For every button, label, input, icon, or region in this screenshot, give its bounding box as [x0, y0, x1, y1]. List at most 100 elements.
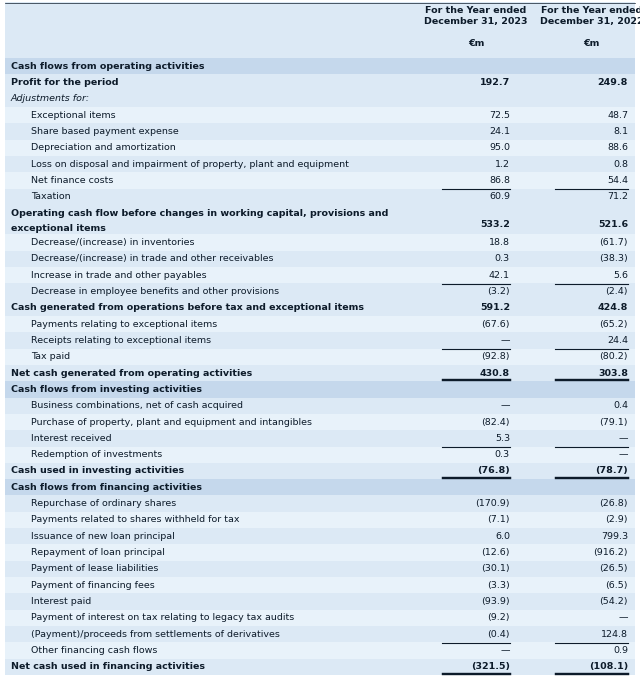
- Text: exceptional items: exceptional items: [11, 224, 106, 233]
- Text: Issuance of new loan principal: Issuance of new loan principal: [31, 531, 175, 541]
- Text: €m: €m: [468, 39, 484, 48]
- Text: (38.3): (38.3): [599, 255, 628, 263]
- Text: Loss on disposal and impairment of property, plant and equipment: Loss on disposal and impairment of prope…: [31, 160, 349, 169]
- Text: Decrease in employee benefits and other provisions: Decrease in employee benefits and other …: [31, 287, 279, 296]
- Text: 5.6: 5.6: [613, 271, 628, 280]
- Text: (0.4): (0.4): [488, 630, 510, 638]
- Text: Interest received: Interest received: [31, 434, 111, 443]
- Text: Depreciation and amortization: Depreciation and amortization: [31, 144, 176, 152]
- Bar: [5, 172, 635, 189]
- Text: 424.8: 424.8: [598, 303, 628, 312]
- Text: 0.4: 0.4: [613, 401, 628, 410]
- Text: 0.3: 0.3: [495, 255, 510, 263]
- Text: (79.1): (79.1): [600, 418, 628, 427]
- Text: Cash flows from investing activities: Cash flows from investing activities: [11, 385, 202, 394]
- Text: 24.4: 24.4: [607, 336, 628, 345]
- Bar: [5, 577, 635, 594]
- Text: Business combinations, net of cash acquired: Business combinations, net of cash acqui…: [31, 401, 243, 410]
- Text: For the Year ended
December 31, 2023: For the Year ended December 31, 2023: [424, 6, 528, 26]
- Text: 124.8: 124.8: [601, 630, 628, 638]
- Bar: [5, 58, 635, 74]
- Text: Operating cash flow before changes in working capital, provisions and: Operating cash flow before changes in wo…: [11, 209, 388, 218]
- Text: 72.5: 72.5: [489, 110, 510, 120]
- Text: 48.7: 48.7: [607, 110, 628, 120]
- Text: Net cash generated from operating activities: Net cash generated from operating activi…: [11, 368, 252, 378]
- Text: Cash generated from operations before tax and exceptional items: Cash generated from operations before ta…: [11, 303, 364, 312]
- Bar: [5, 610, 635, 626]
- Text: Purchase of property, plant and equipment and intangibles: Purchase of property, plant and equipmen…: [31, 418, 312, 427]
- Bar: [5, 479, 635, 496]
- Text: Payment of lease liabilities: Payment of lease liabilities: [31, 565, 158, 573]
- Text: Payment of financing fees: Payment of financing fees: [31, 581, 155, 590]
- Bar: [5, 659, 635, 675]
- Text: (Payment)/proceeds from settlements of derivatives: (Payment)/proceeds from settlements of d…: [31, 630, 280, 638]
- Bar: [5, 594, 635, 610]
- Text: (82.4): (82.4): [481, 418, 510, 427]
- Text: (61.7): (61.7): [600, 238, 628, 247]
- Text: 1.2: 1.2: [495, 160, 510, 169]
- Text: (108.1): (108.1): [589, 662, 628, 672]
- Text: Payments related to shares withheld for tax: Payments related to shares withheld for …: [31, 515, 239, 525]
- Text: 8.1: 8.1: [613, 127, 628, 136]
- Bar: [5, 561, 635, 577]
- Text: 0.3: 0.3: [495, 450, 510, 459]
- Bar: [5, 234, 635, 250]
- Text: (78.7): (78.7): [595, 466, 628, 475]
- Text: 71.2: 71.2: [607, 192, 628, 201]
- Bar: [5, 267, 635, 283]
- Text: 24.1: 24.1: [489, 127, 510, 136]
- Text: (80.2): (80.2): [600, 352, 628, 362]
- Text: 54.4: 54.4: [607, 176, 628, 185]
- Bar: [5, 381, 635, 397]
- Text: 0.8: 0.8: [613, 160, 628, 169]
- Text: —: —: [618, 434, 628, 443]
- Text: (2.9): (2.9): [605, 515, 628, 525]
- Text: (76.8): (76.8): [477, 466, 510, 475]
- Text: 591.2: 591.2: [480, 303, 510, 312]
- Text: Other financing cash flows: Other financing cash flows: [31, 646, 157, 655]
- Bar: [5, 642, 635, 659]
- Text: (92.8): (92.8): [481, 352, 510, 362]
- Text: (3.2): (3.2): [488, 287, 510, 296]
- Bar: [5, 463, 635, 479]
- Text: 430.8: 430.8: [480, 368, 510, 378]
- Text: Profit for the period: Profit for the period: [11, 78, 118, 87]
- Bar: [5, 512, 635, 528]
- Text: —: —: [500, 336, 510, 345]
- Text: Net finance costs: Net finance costs: [31, 176, 113, 185]
- Text: Repurchase of ordinary shares: Repurchase of ordinary shares: [31, 499, 176, 508]
- Bar: [5, 156, 635, 172]
- Text: 799.3: 799.3: [601, 531, 628, 541]
- Text: (93.9): (93.9): [481, 597, 510, 606]
- Text: (7.1): (7.1): [488, 515, 510, 525]
- Bar: [5, 397, 635, 414]
- Bar: [5, 316, 635, 332]
- Text: Cash used in investing activities: Cash used in investing activities: [11, 466, 184, 475]
- Text: (321.5): (321.5): [471, 662, 510, 672]
- Bar: [5, 107, 635, 123]
- Text: 86.8: 86.8: [489, 176, 510, 185]
- Text: (12.6): (12.6): [481, 548, 510, 557]
- Bar: [5, 91, 635, 107]
- Text: 303.8: 303.8: [598, 368, 628, 378]
- Text: Receipts relating to exceptional items: Receipts relating to exceptional items: [31, 336, 211, 345]
- Bar: [5, 544, 635, 561]
- Text: 249.8: 249.8: [598, 78, 628, 87]
- Text: 60.9: 60.9: [489, 192, 510, 201]
- Text: (30.1): (30.1): [481, 565, 510, 573]
- Text: Decrease/(increase) in trade and other receivables: Decrease/(increase) in trade and other r…: [31, 255, 273, 263]
- Text: Tax paid: Tax paid: [31, 352, 70, 362]
- Text: (2.4): (2.4): [605, 287, 628, 296]
- Text: 533.2: 533.2: [480, 219, 510, 229]
- Text: (65.2): (65.2): [600, 320, 628, 328]
- Bar: [5, 283, 635, 300]
- Text: (170.9): (170.9): [476, 499, 510, 508]
- Bar: [5, 123, 635, 139]
- Text: (916.2): (916.2): [593, 548, 628, 557]
- Text: Redemption of investments: Redemption of investments: [31, 450, 163, 459]
- Text: 521.6: 521.6: [598, 219, 628, 229]
- Text: Increase in trade and other payables: Increase in trade and other payables: [31, 271, 207, 280]
- Text: 18.8: 18.8: [489, 238, 510, 247]
- Text: 0.9: 0.9: [613, 646, 628, 655]
- Text: Repayment of loan principal: Repayment of loan principal: [31, 548, 165, 557]
